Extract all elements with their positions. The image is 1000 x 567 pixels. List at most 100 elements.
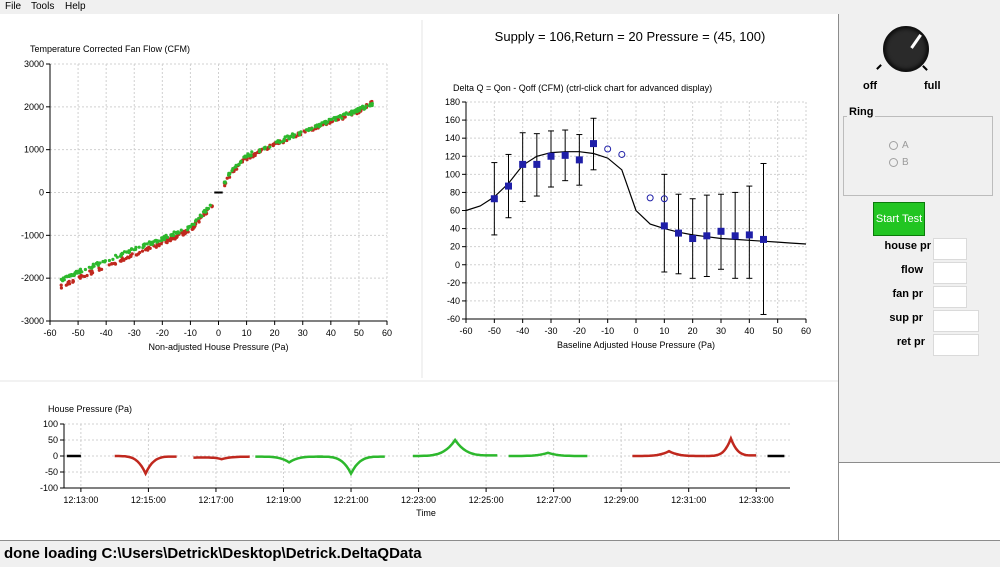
x-tick-label: 12:31:00 <box>671 495 706 505</box>
start-test-button[interactable]: Start Test <box>873 202 925 236</box>
x-tick-label: 12:13:00 <box>63 495 98 505</box>
delta-q-open-point <box>646 194 654 202</box>
y-tick-label: -1000 <box>21 230 44 240</box>
y-tick-label: 120 <box>445 151 460 161</box>
flow-point <box>205 206 209 210</box>
flow-point <box>150 240 154 244</box>
delta-q-open-point <box>660 195 668 203</box>
flow-point <box>164 240 168 244</box>
flow-point <box>78 276 82 280</box>
knob-tick-off <box>876 64 882 70</box>
flow-label: flow <box>901 264 923 276</box>
fan-speed-knob[interactable] <box>883 26 929 72</box>
flow-point <box>66 282 70 286</box>
flow-point <box>97 266 101 270</box>
x-tick-label: -60 <box>459 326 472 336</box>
flow-point <box>290 132 295 136</box>
pressure-trace <box>255 455 323 464</box>
delta-q-chart[interactable]: Delta Q = Qon - Qoff (CFM) (ctrl-click c… <box>445 83 811 350</box>
flow-point <box>334 118 338 122</box>
flow-point <box>268 145 272 149</box>
knob-label-full: full <box>924 80 941 92</box>
flow-point <box>134 253 138 257</box>
y-tick-label: -40 <box>447 296 460 306</box>
delta-q-point <box>760 235 767 243</box>
flow-point <box>59 283 63 287</box>
flow-point <box>249 153 253 157</box>
flow-point <box>107 258 111 263</box>
ring-radio-a[interactable]: A <box>889 140 909 151</box>
x-tick-label: -20 <box>573 326 586 336</box>
flow-point <box>337 115 341 119</box>
delta-q-point <box>660 222 668 230</box>
delta-q-point <box>490 195 498 203</box>
flow-point <box>83 274 87 279</box>
flow-point <box>363 106 367 110</box>
y-tick-label: 2000 <box>24 102 44 112</box>
flow-point <box>250 150 254 154</box>
house-pressure-chart[interactable]: House Pressure (Pa) 12:13:00 12:15:00 12:17… <box>40 404 790 518</box>
menu-help[interactable]: Help <box>65 1 86 12</box>
fan-flow-chart[interactable]: Temperature Corrected Fan Flow (CFM) -60 -… <box>21 44 392 352</box>
delta-q-point <box>731 232 739 240</box>
flow-point <box>129 254 133 258</box>
delta-q-point <box>717 227 725 235</box>
menu-tools[interactable]: Tools <box>31 1 55 12</box>
y-tick-label: -2000 <box>21 273 44 283</box>
x-tick-label: 40 <box>326 328 336 338</box>
flow-point <box>234 163 238 167</box>
y-tick-label: 180 <box>445 97 460 107</box>
flow-point <box>223 184 227 188</box>
flow-point <box>258 150 262 154</box>
flow-point <box>198 213 202 217</box>
x-tick-label: 60 <box>382 328 392 338</box>
flow-point <box>138 250 142 255</box>
flow-point <box>62 278 66 282</box>
flow-point <box>181 233 185 237</box>
pressure-trace <box>412 437 498 458</box>
ring-radio-b[interactable]: B <box>889 157 909 168</box>
flow-point <box>239 159 243 163</box>
x-tick-label: 10 <box>242 328 252 338</box>
flow-point <box>225 176 229 180</box>
x-tick-label: -30 <box>128 328 141 338</box>
flow-point <box>130 247 134 251</box>
y-tick-label: 80 <box>450 187 460 197</box>
ring-title: Ring <box>847 106 876 118</box>
ret-pr-label: ret pr <box>896 336 925 348</box>
x-tick-label: -50 <box>488 326 501 336</box>
house-chart-xlabel: Time <box>416 508 436 518</box>
flow-point <box>103 259 107 263</box>
flow-point <box>317 122 321 126</box>
y-tick-label: 60 <box>450 206 460 216</box>
x-tick-label: -10 <box>601 326 614 336</box>
y-tick-label: -100 <box>40 483 58 493</box>
y-tick-label: -3000 <box>21 316 44 326</box>
y-tick-label: 0 <box>455 260 460 270</box>
flow-point <box>262 146 266 150</box>
flow-point <box>107 263 111 267</box>
flow-point <box>344 111 348 115</box>
menu-file[interactable]: File <box>5 1 22 12</box>
flow-point <box>176 230 180 234</box>
flow-point <box>160 236 164 240</box>
ret-pr-field <box>933 334 979 356</box>
delta-q-open-point <box>618 150 626 158</box>
x-tick-label: -50 <box>72 328 85 338</box>
flow-point <box>285 138 289 143</box>
y-tick-label: 140 <box>445 133 460 143</box>
flow-point <box>98 261 102 265</box>
flow-point <box>154 239 158 243</box>
flow-point <box>203 210 208 214</box>
flow-point <box>358 106 362 110</box>
flow-point <box>299 130 303 134</box>
flow-point <box>340 116 344 120</box>
flow-point <box>175 234 179 239</box>
flow-point <box>119 252 123 257</box>
y-tick-label: 20 <box>450 242 460 252</box>
knob-label-off: off <box>863 80 878 92</box>
ring-radio-a-label: A <box>902 140 909 151</box>
x-tick-label: -60 <box>43 328 56 338</box>
log-box <box>839 462 1000 541</box>
y-tick-label: 40 <box>450 224 460 234</box>
